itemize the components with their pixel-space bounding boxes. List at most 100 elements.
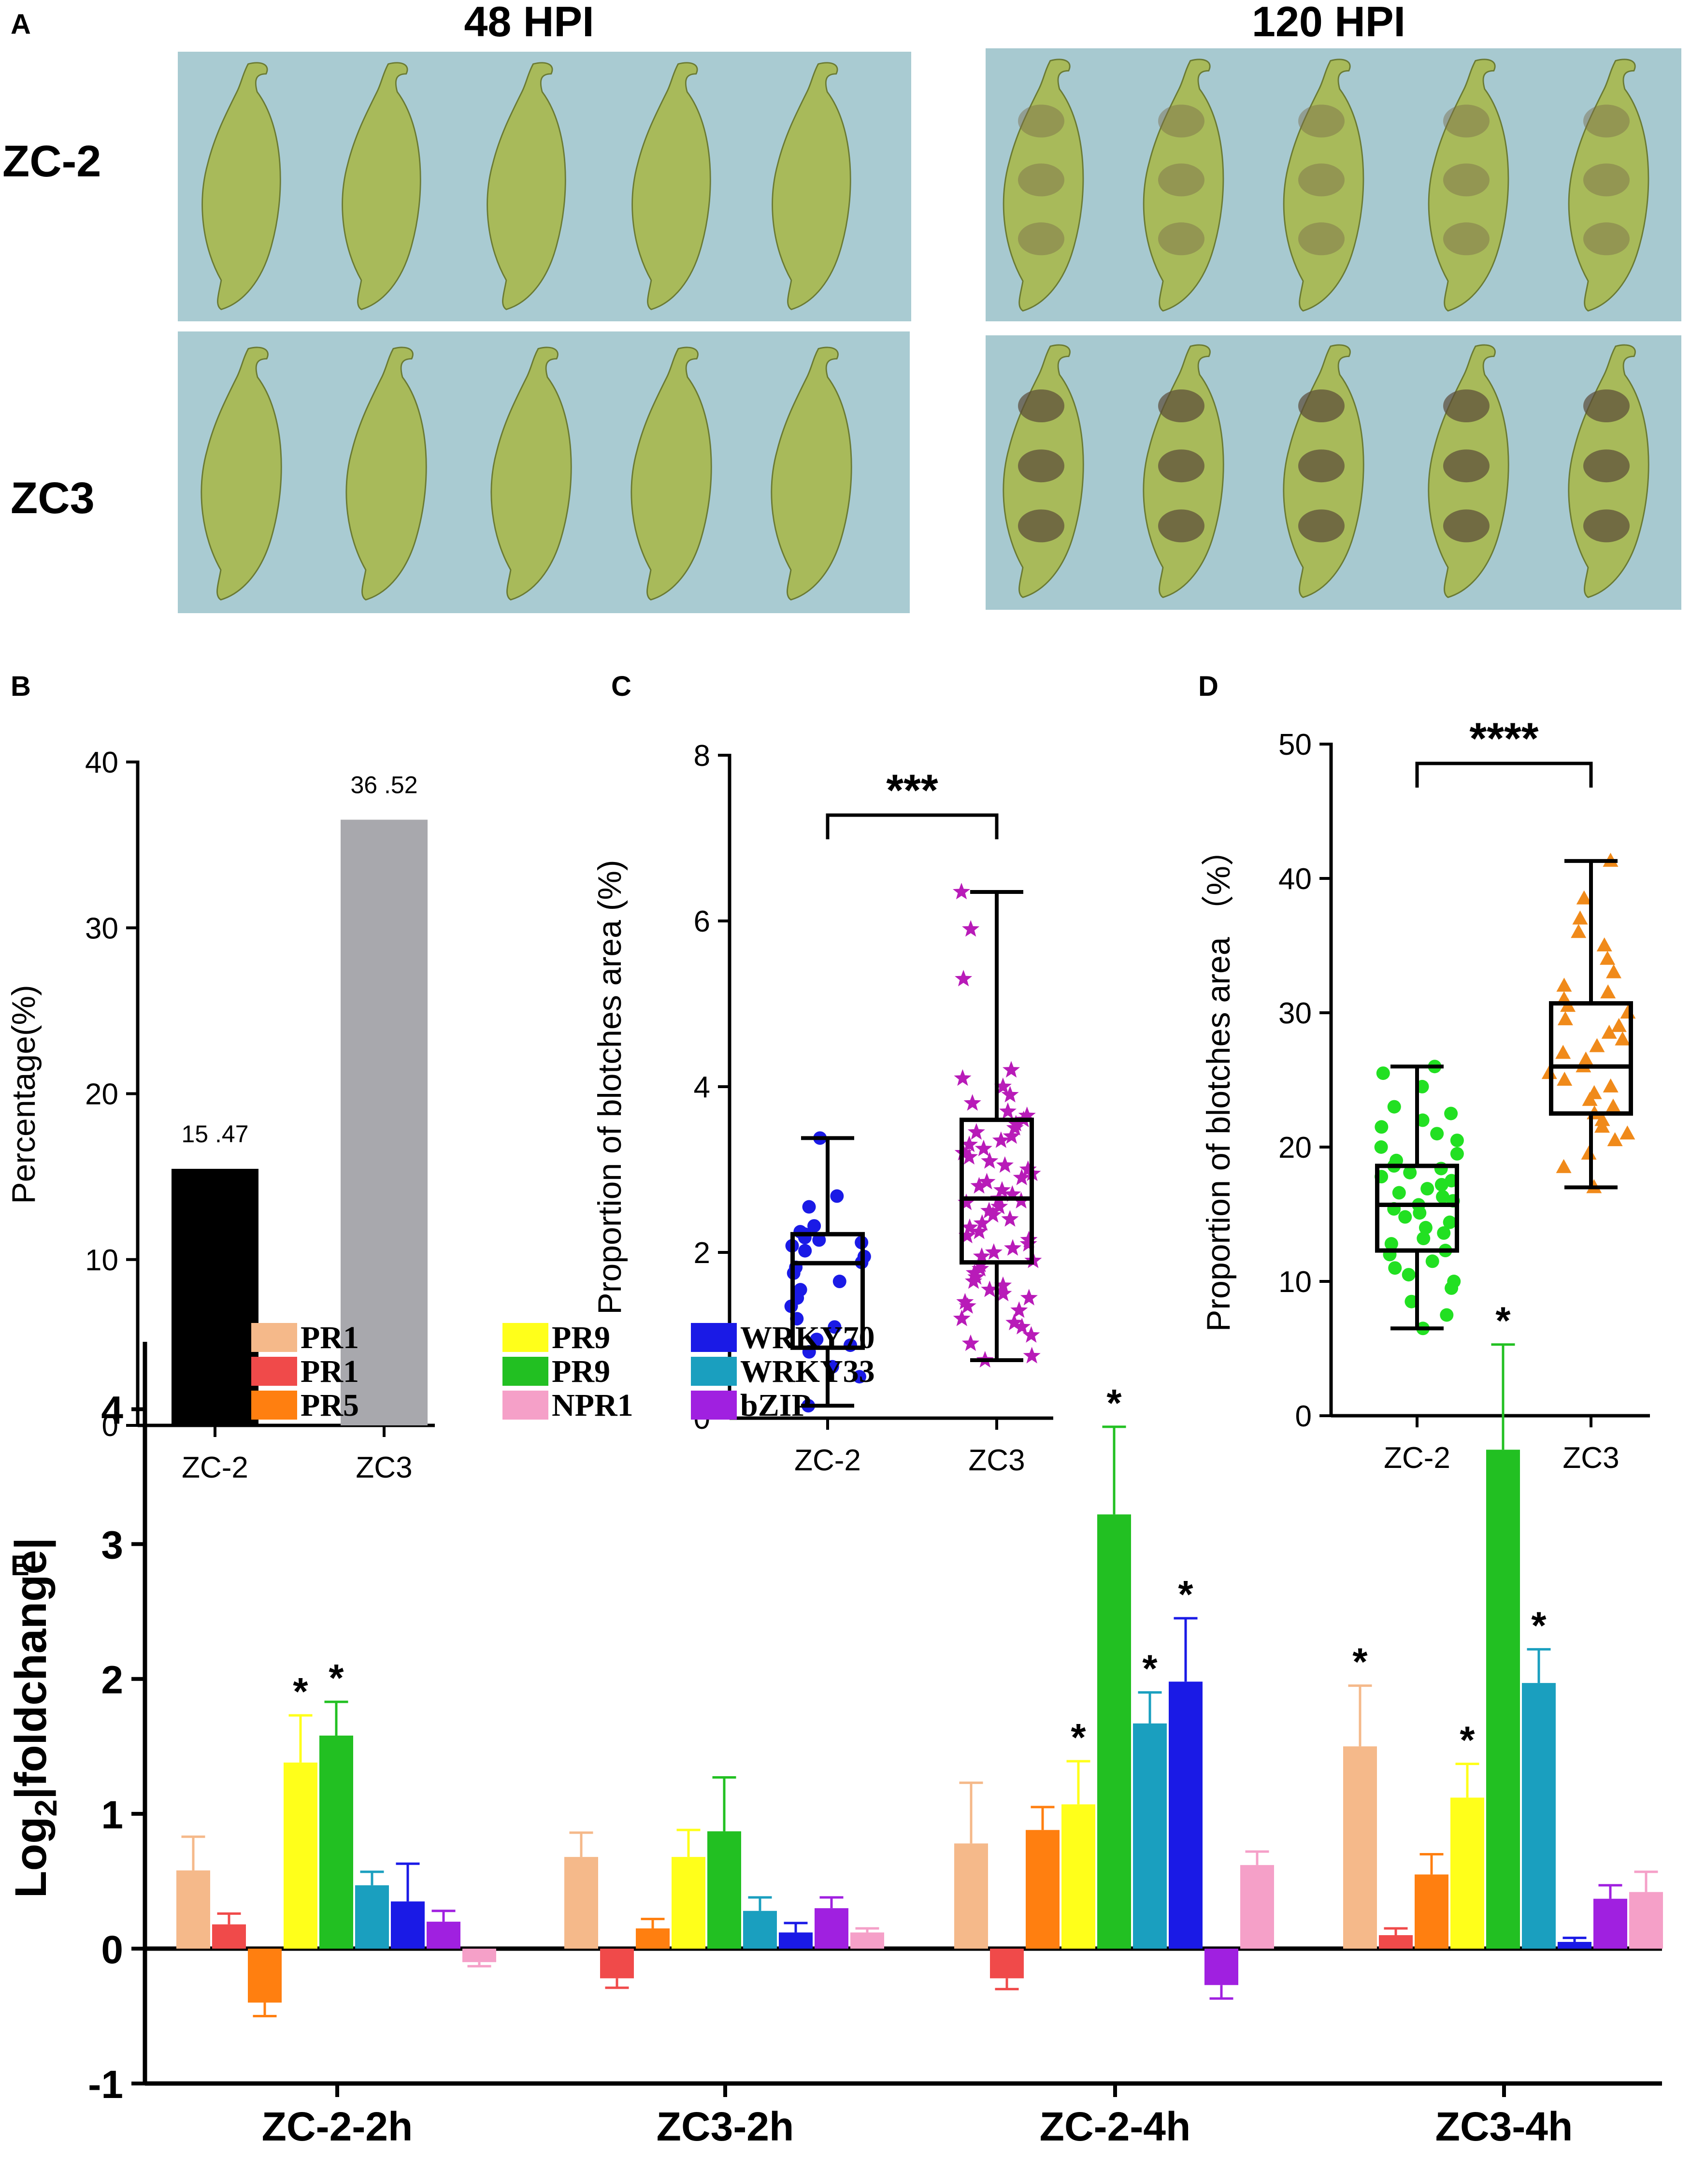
bar-pr1 (176, 1870, 210, 1949)
y-tick-label: 30 (1278, 997, 1312, 1030)
bar-pr1 (1343, 1746, 1377, 1949)
blotch-spot (1583, 389, 1630, 422)
data-point (1020, 1289, 1038, 1306)
blotch-spot (1443, 449, 1490, 483)
legend-swatch (691, 1391, 737, 1420)
y-tick-label: 50 (1278, 728, 1312, 762)
panel-e: E -1 0 1 2 3 4 * * ZC-2-2h ZC3-2h * * * * ZC-2-4h * * * * Z… (6, 1299, 1663, 2149)
panel-d: D 0 10 20 30 40 50 ZC-2 ZC3 **** Proportion of bl… (1198, 671, 1650, 1475)
bar-wrky70 (1169, 1681, 1203, 1949)
data-point (993, 1181, 1011, 1198)
significance-star: * (1178, 1573, 1193, 1616)
data-point (1620, 1005, 1636, 1019)
legend-swatch (251, 1357, 297, 1386)
data-point (1004, 1239, 1022, 1256)
y-tick-label: 20 (1278, 1131, 1312, 1164)
bar-npr1 (1240, 1865, 1274, 1949)
significance-star: * (1352, 1640, 1368, 1683)
panel-e-label: E (11, 1550, 29, 1581)
y-tick-label: 4 (101, 1389, 123, 1433)
panel-c-label: C (611, 671, 631, 702)
blotch-spot (1298, 389, 1345, 422)
data-point (1447, 1275, 1461, 1288)
blotch-spot (1018, 104, 1064, 138)
data-point (1388, 1261, 1402, 1275)
blotch-spot (1018, 163, 1064, 197)
bar-value-label: 15 .47 (181, 1121, 248, 1148)
data-point (1557, 1072, 1573, 1086)
y-tick-label: 0 (1295, 1400, 1312, 1433)
data-point (1596, 937, 1612, 951)
legend-swatch (251, 1391, 297, 1420)
blotch-spot (1443, 104, 1490, 138)
y-tick-label: 4 (694, 1071, 710, 1104)
col-title-120hpi: 120 HPI (1252, 0, 1405, 45)
box-zc-2 (790, 1232, 865, 1350)
data-point (1013, 1168, 1031, 1185)
panel-b: B 0 10 20 30 40 15 .47 ZC-2 36 .52 ZC3 Percentage… (5, 671, 435, 1484)
data-point (810, 1333, 824, 1347)
box-zc3 (1549, 1001, 1633, 1116)
significance-bracket (1415, 762, 1593, 788)
bar-wrky33 (355, 1885, 389, 1949)
data-point (1001, 1210, 1019, 1227)
blotch-spot (1298, 163, 1345, 197)
box-zc3 (960, 1118, 1034, 1265)
significance-star: * (1142, 1647, 1158, 1690)
blotch-spot (1583, 104, 1630, 138)
data-point (973, 1214, 991, 1231)
blotch-spot (1158, 222, 1204, 256)
data-point (978, 1173, 996, 1190)
bar-pr9 (319, 1735, 353, 1949)
bar-npr1 (462, 1948, 496, 1962)
data-point (1013, 1318, 1031, 1335)
blotch-spot (1583, 222, 1630, 256)
data-point (999, 1102, 1017, 1119)
box-zc-2 (1375, 1164, 1459, 1253)
data-point (1003, 1185, 1021, 1202)
data-point (1576, 890, 1592, 905)
y-axis-title: Percentage(%) (5, 985, 42, 1204)
significance-label: **** (1469, 714, 1538, 763)
data-point (1019, 1160, 1037, 1177)
data-point (994, 1284, 1012, 1302)
data-point (1594, 1112, 1610, 1126)
blotch-spot (1018, 389, 1064, 422)
data-point (828, 1320, 842, 1334)
bar-npr1 (850, 1932, 884, 1949)
blotch-spot (1583, 509, 1630, 543)
y-tick-label: 20 (85, 1078, 118, 1111)
y-axis-title-main: Log (6, 1817, 56, 1898)
bar-bzip (1204, 1948, 1238, 1985)
data-point (798, 1244, 812, 1258)
data-point (1417, 1232, 1431, 1246)
bar-pr5 (1415, 1874, 1448, 1949)
blotch-spot (1298, 104, 1345, 138)
blotch-spot (1443, 389, 1490, 422)
blotch-spot (1018, 509, 1064, 543)
panel-d-label: D (1198, 671, 1218, 702)
y-tick-label: 3 (101, 1523, 123, 1567)
data-point (1375, 1120, 1389, 1134)
data-point (1607, 1132, 1623, 1147)
x-tick-label: ZC-2 (182, 1451, 248, 1484)
x-tick-label: ZC3 (356, 1451, 412, 1484)
bar-wrky33 (743, 1911, 777, 1949)
data-point (1600, 950, 1616, 965)
blotch-spot (1583, 163, 1630, 197)
y-tick-label: 40 (1278, 862, 1312, 896)
legend-swatch (251, 1323, 297, 1352)
data-point (1403, 1165, 1417, 1179)
y-tick-label: 2 (101, 1658, 123, 1702)
data-point (1600, 984, 1616, 999)
blotch-spot (1158, 509, 1204, 543)
data-point (793, 1283, 807, 1297)
bar-pr1 (564, 1857, 598, 1949)
significance-star: * (1071, 1716, 1086, 1759)
y-tick-label: 0 (102, 1409, 118, 1443)
data-point (974, 1139, 992, 1156)
bar-pr1 (954, 1843, 988, 1949)
legend-swatch (502, 1323, 548, 1352)
data-point (1005, 1313, 1023, 1331)
